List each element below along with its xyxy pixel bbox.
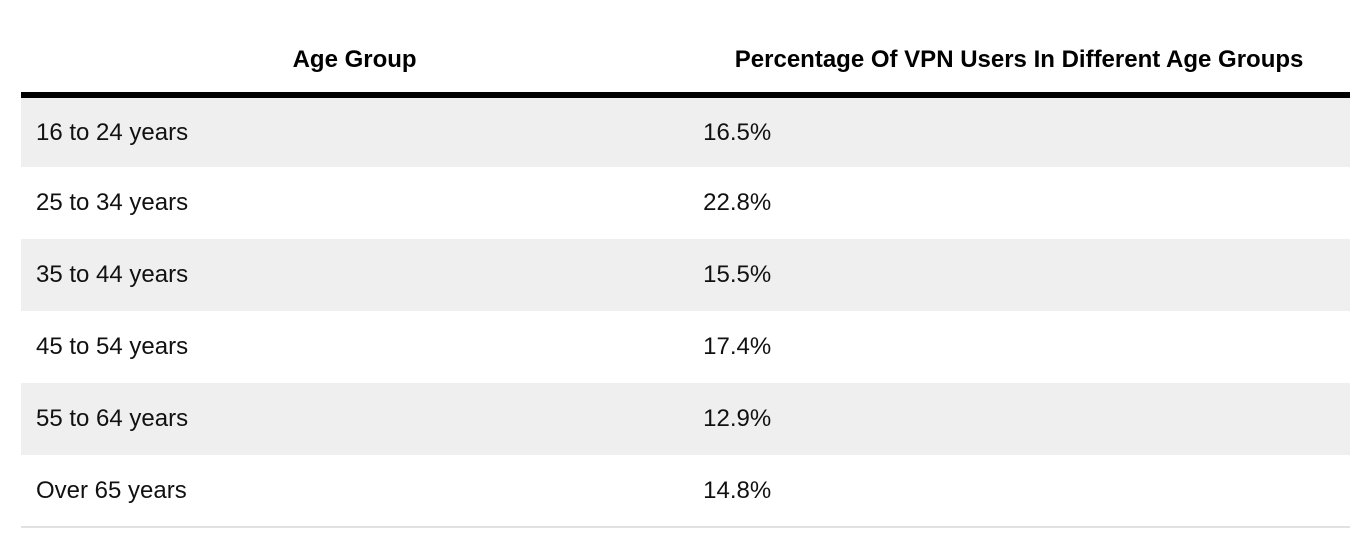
percentage-cell: 15.5%: [703, 261, 772, 288]
vpn-age-table: Age Group Percentage Of VPN Users In Dif…: [21, 0, 1350, 528]
table-row: 45 to 54 years 17.4%: [21, 311, 1350, 383]
percentage-cell: 14.8%: [688, 455, 1350, 528]
age-group-cell: 16 to 24 years: [36, 118, 189, 146]
age-group-cell: 55 to 64 years: [36, 405, 189, 432]
table-body: 16 to 24 years 16.5% 25 to 34 years 22.8…: [21, 95, 1350, 528]
table-row: 55 to 64 years 12.9%: [21, 383, 1350, 455]
age-group-cell: 35 to 44 years: [36, 261, 189, 288]
column-header-age-group: Age Group: [21, 0, 689, 98]
table-row: Over 65 years 14.8%: [21, 455, 1350, 528]
percentage-cell: 22.8%: [703, 189, 772, 216]
header-row: Age Group Percentage Of VPN Users In Dif…: [21, 0, 1350, 98]
column-header-percentage: Percentage Of VPN Users In Different Age…: [688, 0, 1350, 98]
age-group-cell: 45 to 54 years: [36, 333, 189, 360]
percentage-cell: 16.5%: [703, 118, 772, 146]
percentage-cell: 12.9%: [703, 405, 772, 432]
table-header: Age Group Percentage Of VPN Users In Dif…: [21, 0, 1350, 98]
table-row: 35 to 44 years 15.5%: [21, 239, 1350, 311]
age-group-cell: 25 to 34 years: [36, 189, 189, 216]
table-row: 16 to 24 years 16.5%: [21, 95, 1350, 167]
table-row: 25 to 34 years 22.8%: [21, 167, 1350, 239]
vpn-age-table-container: Age Group Percentage Of VPN Users In Dif…: [21, 0, 1350, 528]
percentage-cell: 17.4%: [703, 333, 772, 360]
age-group-cell: Over 65 years: [21, 455, 689, 528]
